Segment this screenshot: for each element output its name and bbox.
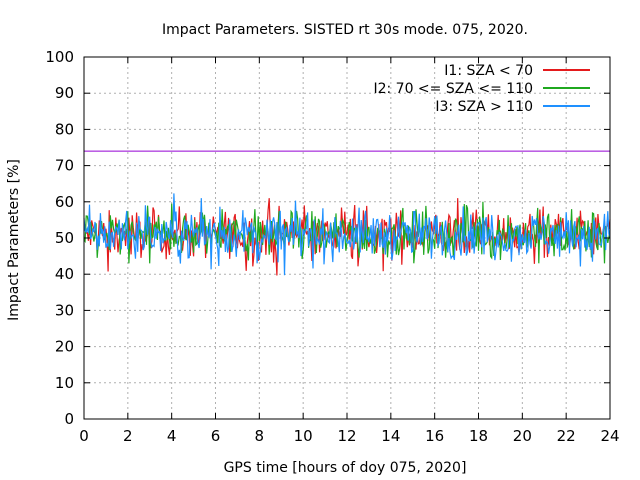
y-tick-label: 100	[45, 48, 74, 66]
y-tick-label: 20	[55, 338, 74, 356]
x-tick-label: 16	[425, 427, 444, 445]
x-tick-label: 20	[513, 427, 532, 445]
x-tick-label: 10	[294, 427, 313, 445]
series-line-3	[83, 193, 611, 276]
x-tick-label: 22	[557, 427, 576, 445]
x-tick-label: 2	[123, 427, 133, 445]
legend-label-3: I3: SZA > 110	[435, 99, 533, 115]
x-tick-label: 0	[79, 427, 89, 445]
y-tick-label: 40	[55, 265, 74, 283]
y-tick-label: 0	[64, 410, 74, 428]
y-tick-label: 90	[55, 84, 74, 102]
y-axis-label: Impact Parameters [%]	[6, 159, 22, 321]
x-tick-label: 14	[381, 427, 400, 445]
x-tick-label: 18	[469, 427, 488, 445]
axis-ticks	[83, 56, 611, 420]
y-tick-label: 30	[55, 301, 74, 319]
x-tick-label: 4	[167, 427, 177, 445]
y-tick-label: 70	[55, 157, 74, 175]
x-tick-label: 8	[255, 427, 265, 445]
x-tick-label: 6	[211, 427, 221, 445]
series-group	[83, 193, 611, 276]
legend-label-2: I2: 70 <= SZA <= 110	[373, 81, 533, 97]
x-tick-labels: 0 2 4 6 8 10 12 14 16 18 20 22 24	[79, 427, 619, 445]
chart-title: Impact Parameters. SISTED rt 30s mode. 0…	[162, 22, 528, 38]
y-tick-labels: 0 10 20 30 40 50 60 70 80 90 100	[45, 48, 74, 428]
y-tick-label: 10	[55, 374, 74, 392]
x-tick-label: 24	[600, 427, 619, 445]
legend-label-1: I1: SZA < 70	[444, 63, 533, 79]
y-tick-label: 60	[55, 193, 74, 211]
x-axis-label: GPS time [hours of doy 075, 2020]	[224, 460, 467, 476]
y-tick-label: 80	[55, 120, 74, 138]
x-tick-label: 12	[337, 427, 356, 445]
y-tick-label: 50	[55, 229, 74, 247]
legend: I1: SZA < 70 I2: 70 <= SZA <= 110 I3: SZA …	[373, 63, 590, 115]
